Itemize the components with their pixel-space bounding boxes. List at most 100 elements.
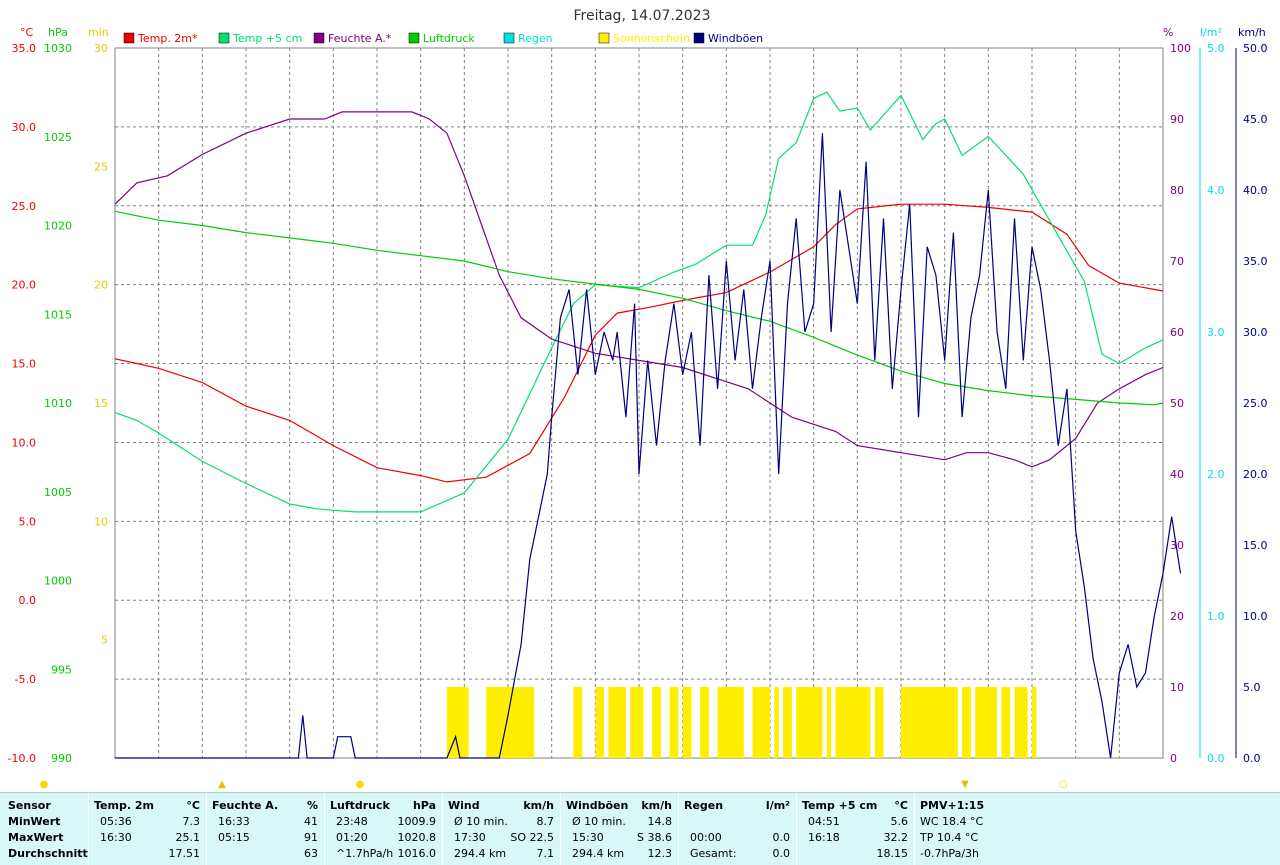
sunshine-bar <box>826 687 832 758</box>
humidity-min-value: 41 <box>304 815 318 828</box>
sunrise-marker-icon: ● <box>40 779 49 790</box>
row-label-avg: Durchschnitt <box>8 847 88 860</box>
pressure-axis-tick-label: 1020 <box>44 220 72 233</box>
pressure-min-value: 1009.9 <box>397 815 437 828</box>
gusts-avg-left: 294.4 km <box>572 847 625 860</box>
legend-label: Regen <box>518 32 553 45</box>
humidity-axis-tick-label: 20 <box>1170 610 1184 623</box>
sunshine-bar <box>962 687 971 758</box>
humidity-header: Feuchte A. <box>212 799 279 812</box>
rain-total-left: Gesamt: <box>690 847 737 860</box>
sunshine-bar <box>1014 687 1028 758</box>
rain-axis-tick-label: 2.0 <box>1207 468 1225 481</box>
pressure-max-left: 01:20 <box>336 831 368 844</box>
gusts-avg-value: 12.3 <box>647 847 673 860</box>
wind-header: Wind <box>448 799 480 812</box>
stats-column <box>678 793 797 865</box>
row-label-min: MinWert <box>8 815 61 828</box>
pressure-axis-tick-label: 1010 <box>44 397 72 410</box>
legend-swatch <box>123 32 135 44</box>
temp5cm-min-left: 04:51 <box>808 815 840 828</box>
stats-column <box>796 793 915 865</box>
sunshine-bar <box>446 687 469 758</box>
sunshine-axis-tick-label: 10 <box>94 515 108 528</box>
rain-axis-tick-label: 1.0 <box>1207 610 1225 623</box>
humidity-axis-tick-label: 30 <box>1170 539 1184 552</box>
humidity-unit: % <box>1163 26 1173 39</box>
temp5cm-max-left: 16:18 <box>808 831 840 844</box>
pressure-axis-tick-label: 1030 <box>44 42 72 55</box>
pressure-avg-value: 1016.0 <box>397 847 437 860</box>
rain-max-left: 00:00 <box>690 831 722 844</box>
moon-marker-icon: ▼ <box>961 779 969 790</box>
sunshine-bar <box>682 687 692 758</box>
wind-avg-left: 294.4 km <box>454 847 507 860</box>
pressure-axis-tick-label: 1005 <box>44 486 72 499</box>
humidity-axis-tick-label: 10 <box>1170 681 1184 694</box>
humidity-max-left: 05:15 <box>218 831 250 844</box>
sunshine-bar <box>717 687 744 758</box>
sunshine-bar <box>752 687 770 758</box>
rain-header: Regen <box>684 799 724 812</box>
humidity-unit: % <box>306 799 318 812</box>
row-label-max: MaxWert <box>8 831 64 844</box>
sunshine-axis-tick-label: 15 <box>94 397 108 410</box>
temp2m-avg-value: 17.51 <box>168 847 201 860</box>
legend-swatch <box>408 32 420 44</box>
temp-axis-tick-label: 35.0 <box>12 42 37 55</box>
temp5cm-min-value: 5.6 <box>890 815 909 828</box>
legend-label: Windböen <box>708 32 763 45</box>
pressure-axis-tick-label: 1000 <box>44 575 72 588</box>
wind-avg-value: 7.1 <box>536 847 555 860</box>
temp2m-unit: °C <box>186 799 200 812</box>
sunset-marker-icon: ● <box>356 779 365 790</box>
gusts-axis-tick-label: 50.0 <box>1243 42 1268 55</box>
sunshine-axis-tick-label: 20 <box>94 279 108 292</box>
sunshine-bar <box>595 687 605 758</box>
humidity-max-value: 91 <box>304 831 318 844</box>
temp-axis-tick-label: 10.0 <box>12 436 37 449</box>
gusts-unit: km/h <box>641 799 672 812</box>
pressure-unit: hPa <box>48 26 68 39</box>
temp2m-min-left: 05:36 <box>100 815 132 828</box>
sunshine-bar <box>901 687 958 758</box>
sunshine-axis-tick-label: 5 <box>101 634 108 647</box>
sunshine-bar <box>608 687 626 758</box>
temp-axis-tick-label: -5.0 <box>15 673 36 686</box>
temp2m-max-value: 25.1 <box>175 831 201 844</box>
gusts-axis-tick-label: 5.0 <box>1243 681 1261 694</box>
gusts-axis-tick-label: 0.0 <box>1243 752 1261 765</box>
humidity-axis-tick-label: 90 <box>1170 113 1184 126</box>
temp2m-max-left: 16:30 <box>100 831 132 844</box>
gusts-axis-tick-label: 30.0 <box>1243 326 1268 339</box>
pressure-axis-tick-label: 1025 <box>44 131 72 144</box>
humidity-axis-tick-label: 70 <box>1170 255 1184 268</box>
pressure-header: Luftdruck <box>330 799 390 812</box>
legend: Temp. 2m* Temp +5 cm Feuchte A.* Luftdruck R… <box>123 32 763 45</box>
sunshine-bar <box>783 687 792 758</box>
sun-dot-icon: ○ <box>1059 779 1068 790</box>
axes: 35.0 30.0 25.0 20.0 15.0 10.0 5.0 0.0 -5.0 -10.0 1… <box>8 26 1268 765</box>
legend-label: Luftdruck <box>423 32 475 45</box>
series-line-windb-en <box>115 133 1182 759</box>
humidity-axis-tick-label: 80 <box>1170 184 1184 197</box>
sunshine-bar <box>774 687 779 758</box>
sunshine-axis-tick-label: 30 <box>94 42 108 55</box>
humidity-axis-tick-label: 50 <box>1170 397 1184 410</box>
sunshine-unit: min <box>88 26 109 39</box>
sunshine-bar <box>1032 687 1037 758</box>
temp5cm-header: Temp +5 cm <box>802 799 878 812</box>
temp-axis-tick-label: 25.0 <box>12 200 37 213</box>
temp-unit: °C <box>20 26 34 39</box>
sunshine-bar <box>573 687 583 758</box>
temp-axis-tick-label: 30.0 <box>12 121 37 134</box>
series-line-temp-2m <box>114 203 1164 483</box>
humidity-axis-tick-label: 40 <box>1170 468 1184 481</box>
wind-min-value: 8.7 <box>536 815 555 828</box>
series-lines <box>114 91 1182 759</box>
temp2m-min-value: 7.3 <box>182 815 201 828</box>
rain-axis-tick-label: 3.0 <box>1207 326 1225 339</box>
pressure-axis-tick-label: 1015 <box>44 308 72 321</box>
sunshine-bar <box>874 687 884 758</box>
rain-axis-tick-label: 4.0 <box>1207 184 1225 197</box>
